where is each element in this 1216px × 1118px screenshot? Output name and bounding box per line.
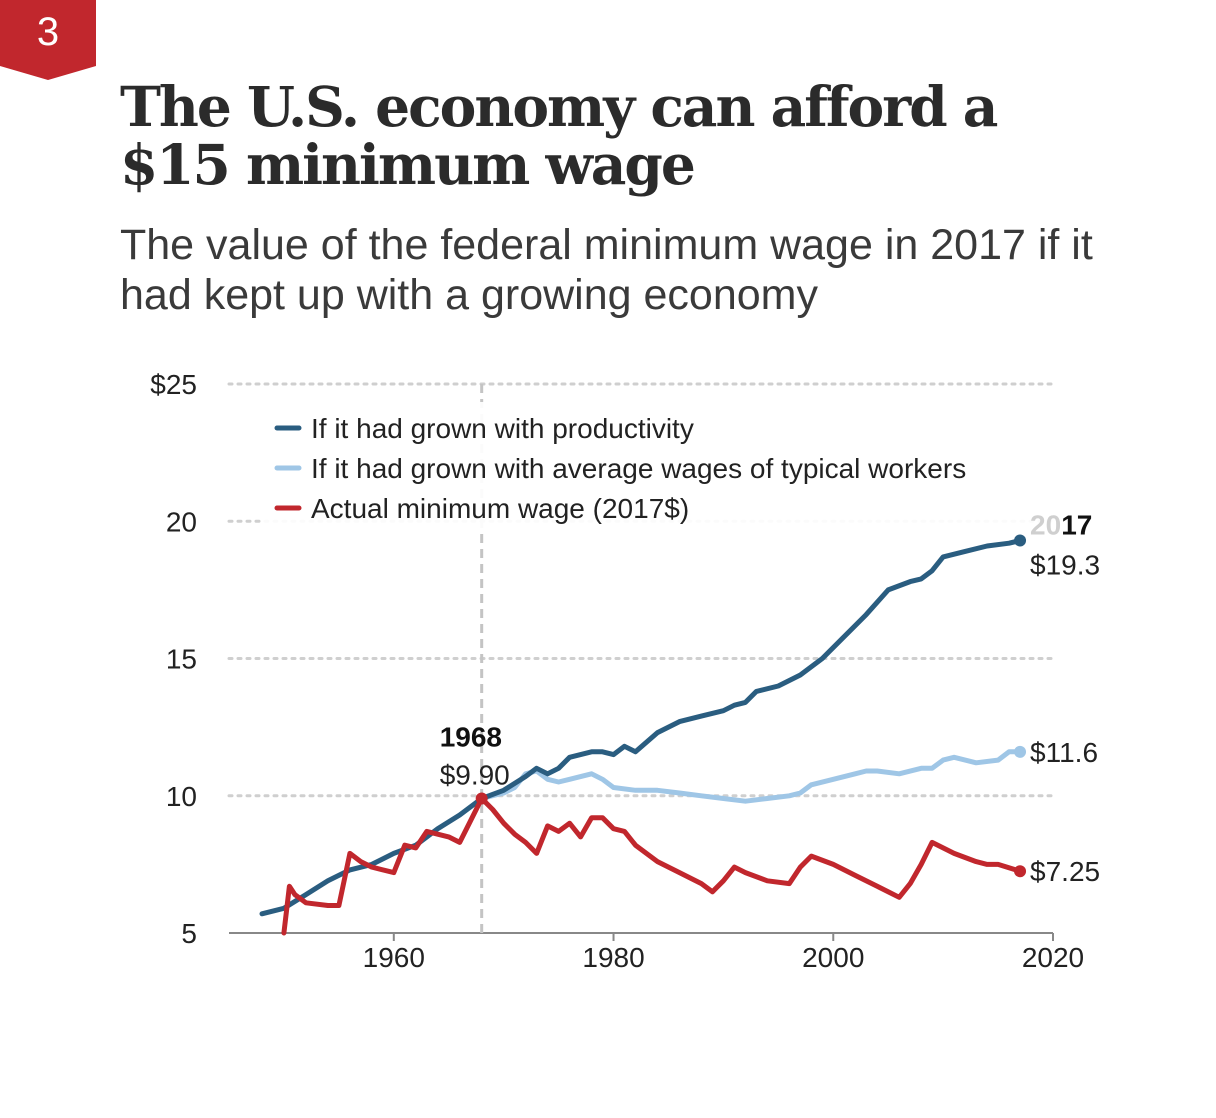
annotation-year-2017-faded: 20 bbox=[1030, 509, 1061, 540]
legend-label-actual-minimum-wage-2017: Actual minimum wage (2017$) bbox=[311, 493, 689, 524]
chart-title: The U.S. economy can afford a $15 minimu… bbox=[120, 74, 998, 197]
x-tick-label-1980: 1980 bbox=[582, 942, 644, 973]
end-marker-if-it-had-grown-with-average-wages-of-typical-workers bbox=[1014, 745, 1027, 758]
y-tick-label-5: 5 bbox=[181, 918, 197, 949]
y-tick-label-10: 10 bbox=[166, 781, 197, 812]
series-lines bbox=[259, 538, 1023, 936]
legend-label-if-it-had-grown-with-average-wages-of-typical-workers: If it had grown with average wages of ty… bbox=[311, 453, 966, 484]
y-tick-label-15: 15 bbox=[166, 644, 197, 675]
x-tick-label-1960: 1960 bbox=[363, 942, 425, 973]
series-line-if-it-had-grown-with-productivity bbox=[259, 538, 1023, 917]
x-axis: 1960 1980 2000 2020 bbox=[229, 932, 1084, 973]
y-axis-labels: $25 20 15 10 5 bbox=[150, 369, 197, 949]
annotation-value-1968: $9.90 bbox=[440, 759, 510, 790]
annotation-labels: 1968 $9.90 2017 $19.3 $11.6 $7.25 bbox=[440, 509, 1100, 887]
y-tick-label-25: $25 bbox=[150, 369, 197, 400]
end-label-if-it-had-grown-with-average-wages-of-typical-workers: $11.6 bbox=[1030, 737, 1098, 768]
chart-number-badge: 3 bbox=[0, 0, 96, 80]
badge-number: 3 bbox=[36, 10, 60, 54]
legend-background bbox=[262, 402, 1057, 530]
annotation-year-1968: 1968 bbox=[440, 721, 502, 752]
legend-label-if-it-had-grown-with-productivity: If it had grown with productivity bbox=[311, 413, 694, 444]
marker-1968 bbox=[475, 792, 488, 805]
end-marker-if-it-had-grown-with-productivity bbox=[1014, 534, 1027, 547]
end-markers bbox=[475, 534, 1027, 878]
series-line-if-it-had-grown-with-average-wages-of-typical-workers bbox=[479, 749, 1023, 804]
end-label-if-it-had-grown-with-productivity: $19.3 bbox=[1030, 549, 1100, 580]
annotation-year-2017-bold: 17 bbox=[1061, 509, 1092, 540]
x-tick-label-2000: 2000 bbox=[802, 942, 864, 973]
legend: If it had grown with productivity If it h… bbox=[274, 413, 966, 524]
chart-subtitle: The value of the federal minimum wage in… bbox=[120, 221, 1093, 319]
y-tick-label-20: 20 bbox=[166, 506, 197, 537]
end-marker-actual-minimum-wage-2017 bbox=[1014, 865, 1027, 878]
end-label-actual-minimum-wage-2017: $7.25 bbox=[1030, 856, 1100, 887]
badge-shape bbox=[0, 0, 96, 80]
annotation-year-2017: 2017 bbox=[1030, 509, 1092, 540]
series-line-actual-minimum-wage-2017 bbox=[281, 796, 1023, 936]
legend-box bbox=[262, 402, 1057, 530]
x-tick-label-2020: 2020 bbox=[1022, 942, 1084, 973]
